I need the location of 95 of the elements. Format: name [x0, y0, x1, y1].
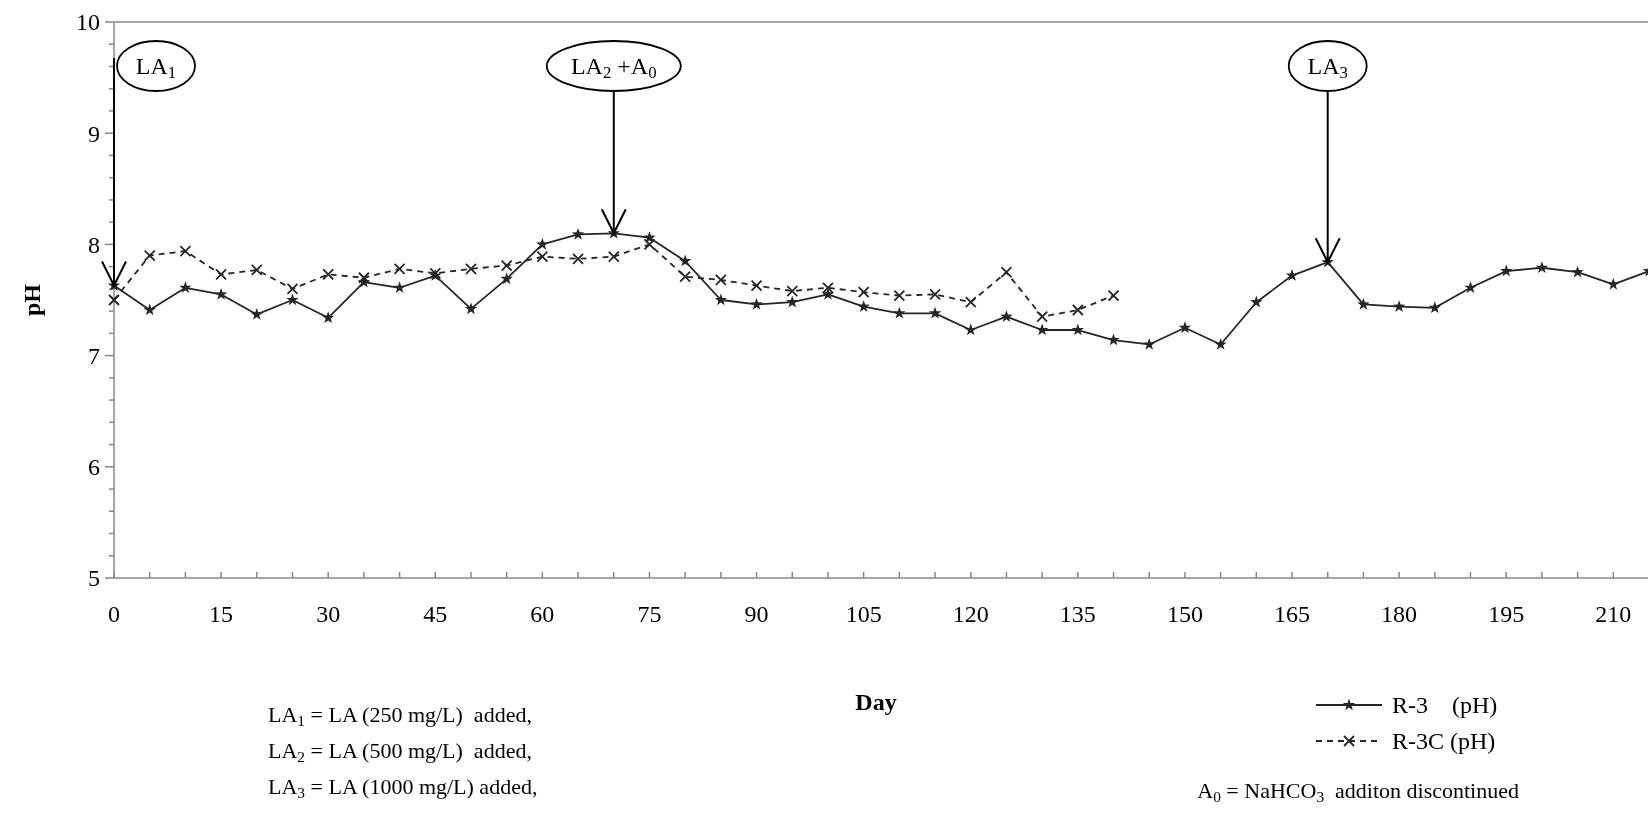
point	[322, 268, 335, 281]
x-tick-label: 165	[1274, 601, 1311, 627]
x-tick-label: 75	[637, 601, 662, 627]
x-tick-label: 135	[1059, 601, 1096, 627]
point	[786, 285, 799, 297]
y-tick-label: 6	[88, 454, 100, 481]
x-tick-label: 150	[1166, 601, 1203, 627]
x-tick-label: 210	[1595, 601, 1632, 627]
point	[1285, 269, 1299, 281]
point	[1000, 266, 1013, 279]
point	[1571, 265, 1584, 278]
x-tick-label: 180	[1381, 601, 1418, 627]
point	[1357, 297, 1370, 310]
point	[714, 274, 727, 286]
point	[678, 254, 692, 267]
legend-label: R-3 (pH)	[1392, 692, 1498, 718]
point	[1464, 281, 1477, 294]
point	[250, 307, 263, 320]
point	[500, 259, 513, 272]
x-tick-label: 15	[209, 601, 234, 627]
text: LA$_{3}$ = LA (1000 mg/L) added,	[268, 774, 538, 801]
point	[500, 272, 513, 285]
point	[964, 296, 977, 309]
point	[893, 289, 906, 302]
y-axis-title: pH	[19, 283, 45, 317]
point	[214, 287, 228, 300]
point	[822, 281, 834, 294]
point	[786, 295, 799, 308]
point	[108, 294, 120, 306]
point	[571, 227, 585, 240]
y-tick-label: 10	[76, 9, 100, 36]
x-tick-label: 60	[530, 601, 555, 627]
annotation: LA$_{2}$ +A$_{0}$	[570, 53, 657, 83]
point	[964, 323, 977, 336]
point	[928, 306, 942, 319]
point	[536, 250, 549, 263]
point	[1000, 310, 1013, 322]
point	[1178, 321, 1192, 334]
point	[1500, 264, 1513, 277]
point	[679, 270, 692, 283]
point	[1071, 323, 1085, 336]
point	[179, 281, 192, 294]
point	[1392, 300, 1406, 312]
point	[536, 237, 549, 250]
x-tick-label: 0	[108, 601, 120, 627]
point	[1428, 301, 1441, 314]
point	[857, 286, 870, 299]
point	[464, 302, 478, 315]
point	[1071, 304, 1084, 316]
point	[643, 238, 656, 251]
x-tick-label: 120	[952, 601, 989, 627]
x-tick-label: 195	[1488, 601, 1525, 627]
point	[393, 281, 406, 294]
point	[1535, 261, 1549, 274]
point	[465, 262, 477, 275]
point	[1107, 289, 1120, 302]
point	[357, 271, 370, 284]
text: A$_{0}$ = NaHCO$_{3}$ additon discontinued	[1197, 778, 1519, 805]
point	[750, 279, 763, 292]
point	[179, 245, 192, 257]
annotation: LA$_{3}$	[1307, 53, 1348, 83]
point	[929, 288, 941, 301]
point	[215, 268, 227, 281]
x-axis-title: Day	[855, 689, 897, 715]
x-tick-label: 105	[845, 601, 882, 627]
point	[1036, 310, 1049, 323]
point	[143, 249, 156, 262]
y-tick-label: 7	[88, 343, 100, 369]
point	[1035, 323, 1049, 336]
point	[393, 262, 406, 275]
legend-label: R-3C (pH)	[1392, 728, 1496, 754]
point	[714, 293, 728, 306]
point	[322, 311, 335, 324]
y-tick-label: 9	[88, 120, 100, 147]
text: LA$_{1}$ = LA (250 mg/L) added,	[268, 702, 532, 729]
annotation: LA$_{1}$	[135, 53, 177, 83]
text: LA$_{2}$ = LA (500 mg/L) added,	[268, 738, 532, 765]
point	[143, 303, 156, 316]
point	[1143, 337, 1156, 350]
y-tick-label: 5	[88, 565, 100, 592]
point	[1250, 295, 1263, 308]
y-tick-label: 8	[88, 231, 100, 258]
point	[750, 297, 763, 310]
point	[572, 252, 584, 265]
point	[1607, 277, 1620, 290]
point	[893, 306, 906, 319]
point	[250, 264, 263, 276]
point	[1214, 337, 1227, 350]
point	[286, 293, 299, 306]
x-tick-label: 90	[744, 601, 769, 627]
x-tick-label: 30	[316, 601, 341, 627]
point	[286, 282, 299, 295]
point	[607, 250, 620, 263]
point	[821, 287, 835, 300]
x-tick-label: 45	[423, 601, 448, 627]
